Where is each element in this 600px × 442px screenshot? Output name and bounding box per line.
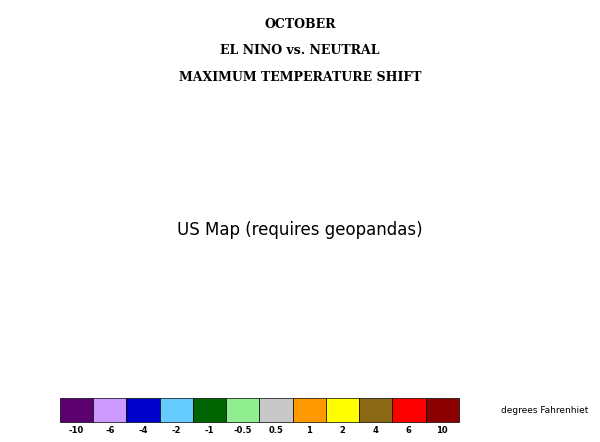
Text: OCTOBER: OCTOBER [264, 18, 336, 30]
Bar [326, 398, 359, 422]
Bar [293, 398, 326, 422]
Bar [127, 398, 160, 422]
Text: 0.5: 0.5 [269, 427, 283, 435]
Text: -4: -4 [139, 427, 148, 435]
Text: US Map (requires geopandas): US Map (requires geopandas) [177, 221, 423, 239]
Bar [60, 398, 93, 422]
Bar [392, 398, 425, 422]
Bar [93, 398, 127, 422]
Text: 2: 2 [340, 427, 346, 435]
Bar [160, 398, 193, 422]
Text: -0.5: -0.5 [233, 427, 252, 435]
Text: -6: -6 [105, 427, 115, 435]
Bar [259, 398, 293, 422]
Text: -1: -1 [205, 427, 214, 435]
Bar [359, 398, 392, 422]
Text: MAXIMUM TEMPERATURE SHIFT: MAXIMUM TEMPERATURE SHIFT [179, 71, 421, 84]
Text: -2: -2 [172, 427, 181, 435]
Bar [193, 398, 226, 422]
Text: -10: -10 [69, 427, 84, 435]
Bar [425, 398, 459, 422]
Text: 1: 1 [306, 427, 312, 435]
Text: 4: 4 [373, 427, 379, 435]
Bar [226, 398, 259, 422]
Text: degrees Fahrenhiet: degrees Fahrenhiet [500, 407, 588, 415]
Text: EL NINO vs. NEUTRAL: EL NINO vs. NEUTRAL [220, 44, 380, 57]
Text: 6: 6 [406, 427, 412, 435]
Text: 10: 10 [436, 427, 448, 435]
